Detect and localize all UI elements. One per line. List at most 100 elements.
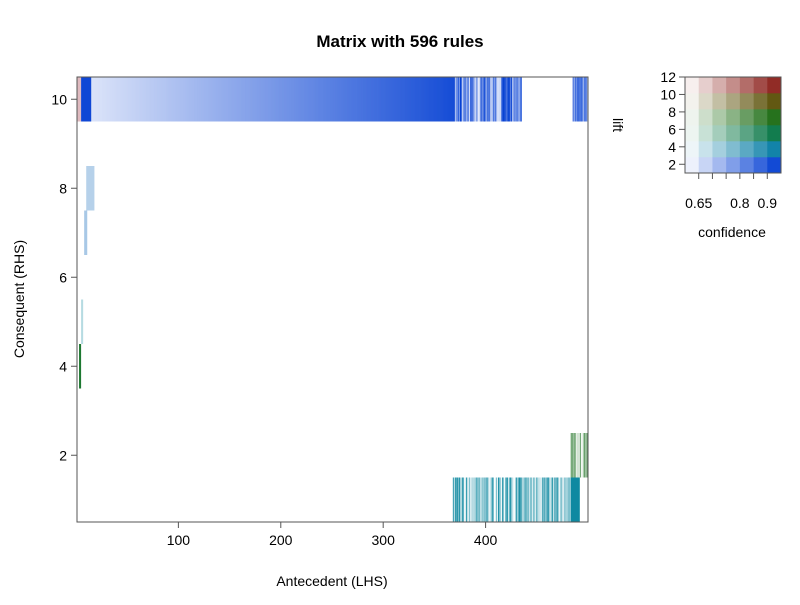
rule-cell [572,77,575,122]
color-key-cell [739,109,754,126]
rule-cell [448,77,451,122]
rule-cell [129,77,131,122]
rule-cell [260,77,262,122]
rule-cell [553,477,555,522]
rule-cell [259,77,261,122]
rule-cell [83,255,86,300]
color-key-cell [739,93,754,110]
color-key-cell [712,141,727,158]
rule-cell [444,77,447,122]
rule-cell [138,77,140,122]
rule-cell [518,77,520,122]
rule-cell [458,77,461,122]
rule-cell [456,477,459,522]
x-axis: 100 200 300 400 [167,522,497,548]
rule-cell [403,77,406,122]
rule-cell [579,77,582,122]
rule-cell [546,477,548,522]
rule-cell [466,77,468,122]
y-tick-label: 10 [51,91,67,107]
rule-cell [515,477,517,522]
rule-cell [276,77,279,122]
rule-cell [509,77,511,122]
rule-cell [157,77,160,122]
rule-cell [143,77,145,122]
rule-cell [398,77,400,122]
rule-cell [510,477,512,522]
color-key-cell [685,125,700,142]
rule-cell [244,77,247,122]
plot-frame [76,76,589,523]
rule-cell [211,77,213,122]
rule-cell [350,77,352,122]
rule-cell [490,477,493,522]
rule-cell [497,77,500,122]
chart-title: Matrix with 596 rules [316,32,483,51]
rule-cell [424,77,426,122]
rule-cell [136,77,138,122]
rule-cell [179,77,181,122]
rule-cell [178,77,180,122]
rule-cell [523,477,525,522]
rule-cell [328,77,331,122]
rule-cell [402,77,405,122]
rule-cell [144,77,147,122]
rule-cell [486,77,489,122]
rule-cell [231,77,234,122]
rule-cell [476,77,478,122]
rule-cell [221,77,223,122]
rule-cell [373,77,376,122]
rule-cell [318,77,321,122]
rule-cell [213,77,215,122]
rule-cell [482,77,484,122]
rule-cell [494,477,497,522]
rule-cell [266,77,268,122]
rule-cell [173,77,175,122]
rule-cell [193,77,196,122]
rule-cell [577,77,580,122]
rule-cell [81,77,92,122]
rule-cell [152,77,155,122]
rule-cell [139,77,141,122]
rule-cell [477,77,479,122]
rule-cell [294,77,296,122]
rule-cell [198,77,201,122]
color-key-confidence-axis: 0.65 0.8 0.9 [685,173,777,211]
rule-cell [455,477,458,522]
rule-cell [390,77,392,122]
rule-cell [496,77,499,122]
color-key-cell [685,77,700,94]
rule-cell [199,77,202,122]
rule-cell [525,477,527,522]
rule-cell [115,77,118,122]
rule-cell [475,77,477,122]
rule-cell [264,77,266,122]
rule-cell [118,77,121,122]
rule-cell [368,77,371,122]
rule-cell [458,477,461,522]
rule-cell [495,477,498,522]
rule-cell [288,77,291,122]
color-key-cell [698,141,713,158]
rule-cell [331,77,334,122]
rule-cell [169,77,171,122]
rule-cell [252,77,254,122]
rule-cell [420,77,422,122]
rule-cell [322,77,325,122]
rule-cell [124,77,126,122]
rule-cell [379,77,381,122]
rule-cell [150,77,153,122]
rule-cell [433,77,435,122]
rule-cell [235,77,238,122]
rule-cell [567,477,569,522]
rule-cell [492,477,495,522]
rule-cell [393,77,395,122]
rule-cell [301,77,303,122]
rule-cell [539,477,542,522]
rule-cell [185,77,187,122]
rule-cell [474,477,476,522]
rule-cell [333,77,335,122]
rule-cell [131,77,133,122]
rule-block-rhs-10 [91,77,456,122]
rule-cell [442,77,445,122]
